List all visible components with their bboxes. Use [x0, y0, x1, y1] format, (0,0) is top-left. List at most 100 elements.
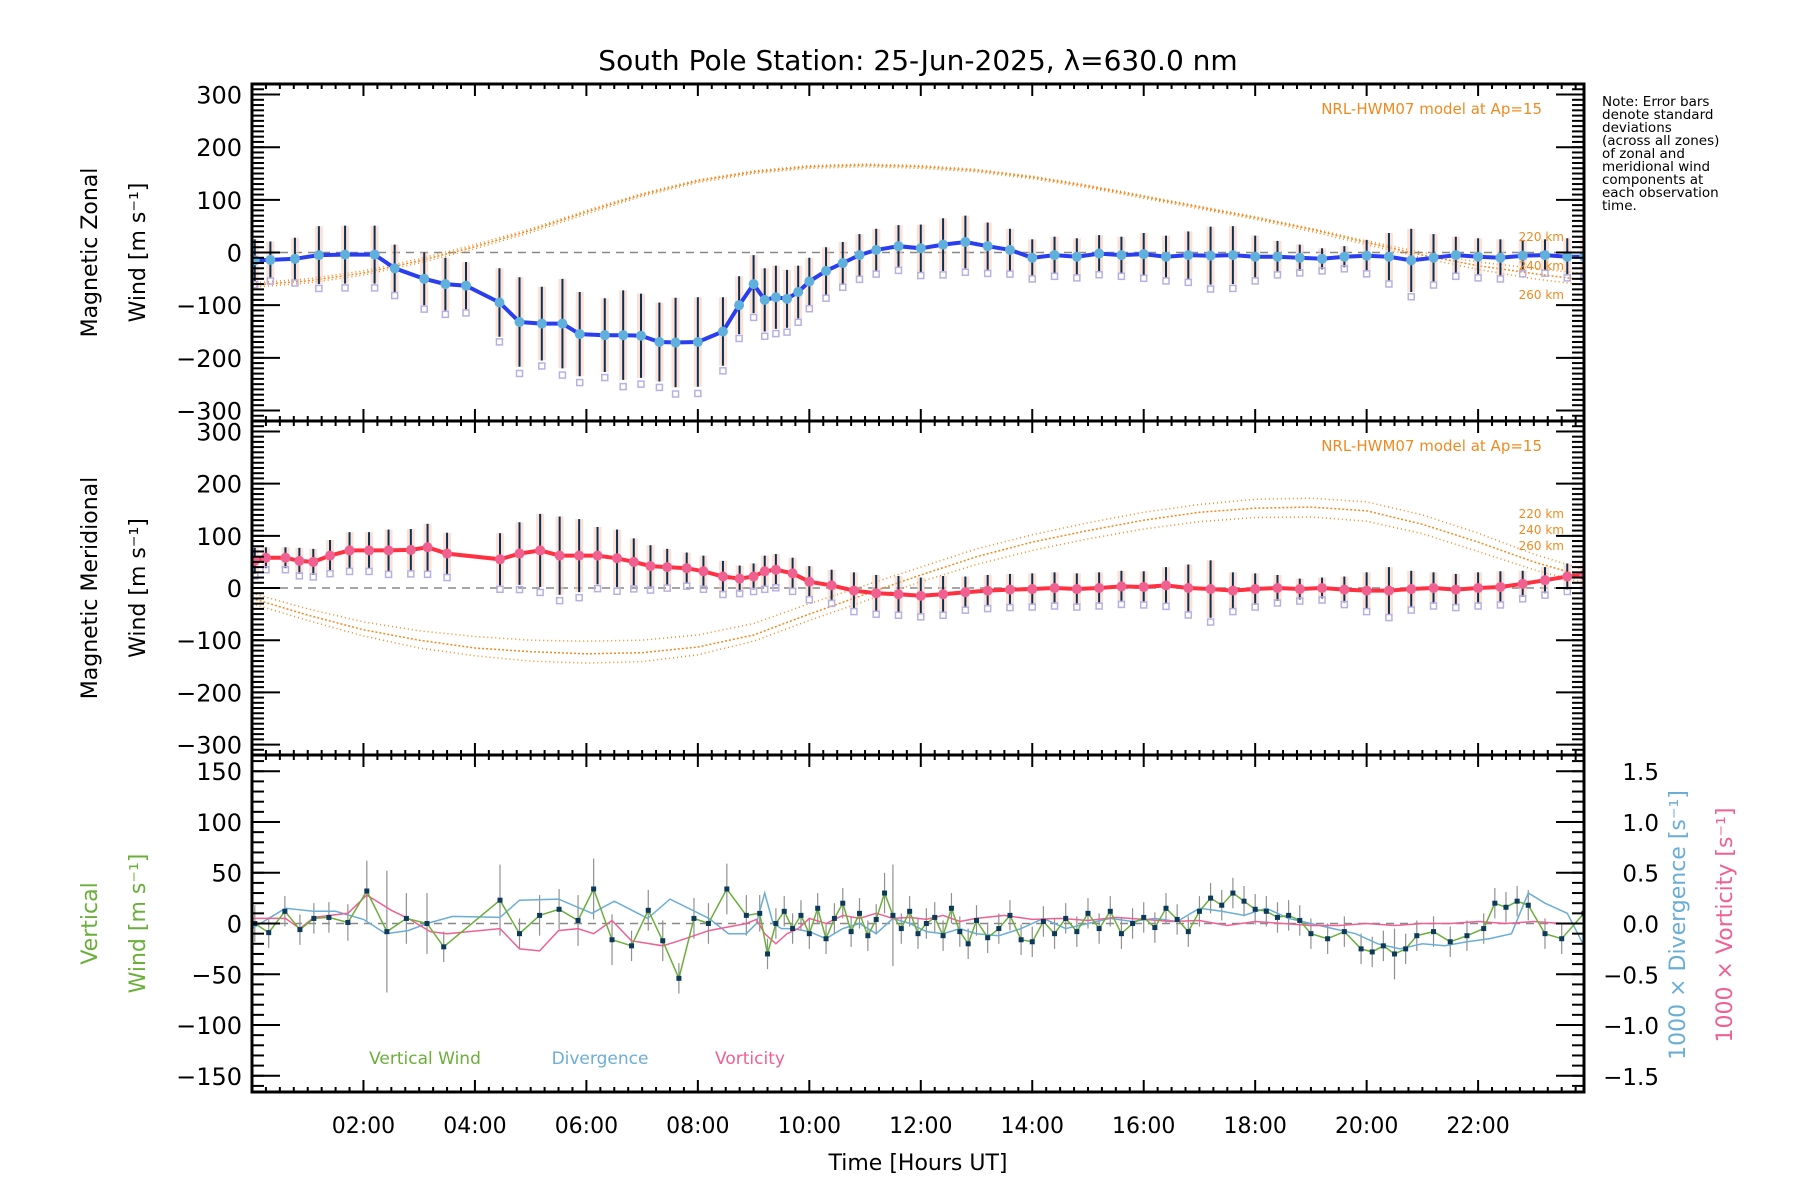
x-tick-label: 16:00: [1112, 1114, 1175, 1139]
meridional-wind-point: [592, 550, 603, 561]
vertical-wind-point: [441, 944, 447, 950]
zone-marker: [1273, 599, 1282, 607]
meridional-wind-point: [574, 550, 585, 561]
legend-vertical: Vertical Wind: [369, 1049, 481, 1069]
vertical-wind-point: [591, 886, 597, 892]
meridional-wind-point: [759, 566, 770, 577]
zonal-wind-point: [1138, 249, 1149, 260]
zone-marker: [593, 584, 602, 593]
zone-marker: [423, 570, 432, 579]
zone-marker: [1006, 270, 1014, 278]
vertical-wind-point: [1341, 929, 1347, 935]
zone-marker: [601, 373, 609, 382]
zonal-wind-point: [1495, 252, 1506, 263]
zone-marker: [1362, 607, 1371, 616]
vertical-wind-point: [856, 910, 862, 916]
zone-marker: [735, 334, 743, 343]
zonal-wind-point: [1049, 250, 1060, 261]
zonal-wind-point: [915, 243, 926, 254]
zonal-wind-point: [893, 241, 904, 252]
model-altitude-label: 260 km: [1519, 288, 1564, 302]
zonal-wind-point: [692, 337, 703, 348]
zone-marker: [794, 318, 802, 327]
zone-marker: [1229, 607, 1237, 616]
vertical-wind-point: [1219, 902, 1225, 908]
zone-marker: [646, 586, 655, 594]
zonal-wind-point: [461, 280, 472, 291]
zone-marker: [1518, 270, 1527, 278]
zonal-wind-point: [654, 337, 665, 348]
meridional-wind-point: [748, 571, 759, 582]
plot-area: [252, 497, 1584, 664]
meridional-wind-point: [422, 542, 433, 553]
vertical-wind-point: [1063, 915, 1069, 921]
meridional-wind-point: [770, 564, 781, 575]
zone-marker: [749, 587, 758, 596]
zone-marker: [760, 585, 769, 594]
vertical-wind-point: [940, 933, 946, 939]
meridional-wind-point: [1406, 584, 1417, 595]
zone-marker: [619, 382, 627, 391]
zone-marker: [788, 587, 797, 596]
vertical-wind-point: [873, 916, 879, 922]
zone-marker: [575, 593, 583, 602]
x-tick-label: 12:00: [889, 1114, 952, 1139]
zone-marker: [1050, 602, 1059, 610]
zone-marker: [872, 610, 880, 618]
meridional-wind-point: [1250, 584, 1261, 595]
vertical-wind-point: [364, 888, 370, 894]
meridional-wind-point: [1027, 584, 1038, 595]
zonal-wind-point: [389, 263, 400, 274]
meridional-wind-point: [1473, 583, 1484, 593]
vertical-wind-point: [1380, 943, 1386, 949]
zonal-wind-point: [1004, 244, 1015, 255]
zonal-wind-point: [369, 249, 380, 260]
zone-marker: [783, 328, 791, 336]
y-tick-label: −100: [176, 292, 242, 320]
zone-marker: [917, 613, 925, 621]
meridional-wind-point: [1539, 575, 1550, 586]
zonal-wind-point: [1517, 250, 1528, 261]
zone-marker: [1452, 603, 1460, 612]
vertical-wind-point: [765, 951, 771, 957]
zone-marker: [1273, 271, 1282, 279]
right-axis-label-vorticity: 1000 × Vorticity [s⁻¹]: [1713, 808, 1738, 1043]
y-tick-label: −200: [176, 679, 242, 707]
zonal-wind-point: [536, 318, 547, 329]
plot-area: [252, 858, 1584, 994]
x-tick-label: 20:00: [1335, 1114, 1398, 1139]
zone-marker: [894, 611, 903, 620]
zone-marker: [1229, 284, 1237, 293]
vertical-wind-point: [1369, 949, 1375, 955]
model-altitude-label: 240 km: [1519, 259, 1564, 273]
zone-marker: [1541, 269, 1549, 278]
meridional-wind-point: [364, 545, 375, 556]
vertical-wind-point: [1163, 905, 1169, 911]
meridional-wind-point: [1294, 584, 1305, 595]
x-tick-label: 10:00: [778, 1114, 841, 1139]
zone-marker: [1050, 272, 1059, 281]
zone-marker: [295, 572, 304, 580]
vertical-wind-point: [705, 921, 711, 926]
vertical-wind-point: [1208, 895, 1214, 901]
vertical-wind-point: [806, 931, 812, 937]
zonal-wind-point: [1473, 251, 1484, 262]
meridional-wind-point: [628, 556, 639, 567]
meridional-wind-point: [308, 556, 319, 567]
zone-marker: [1073, 274, 1081, 282]
meridional-wind-point: [960, 587, 971, 598]
zonal-wind-point: [1294, 252, 1305, 263]
vertical-wind-point: [882, 890, 888, 896]
meridional-wind-point: [1227, 585, 1238, 596]
zone-marker: [1162, 602, 1170, 611]
zonal-wind-point: [748, 279, 759, 290]
y-axis-label-line1: Magnetic Zonal: [78, 168, 103, 338]
vertical-wind-point: [1464, 933, 1470, 939]
vertical-wind-point: [923, 921, 929, 926]
zone-marker: [1474, 274, 1482, 282]
meridional-wind-point: [1428, 583, 1439, 593]
vertical-wind-point: [1525, 902, 1531, 908]
vertical-wind-point: [773, 921, 779, 926]
vertical-wind-point: [907, 908, 913, 914]
